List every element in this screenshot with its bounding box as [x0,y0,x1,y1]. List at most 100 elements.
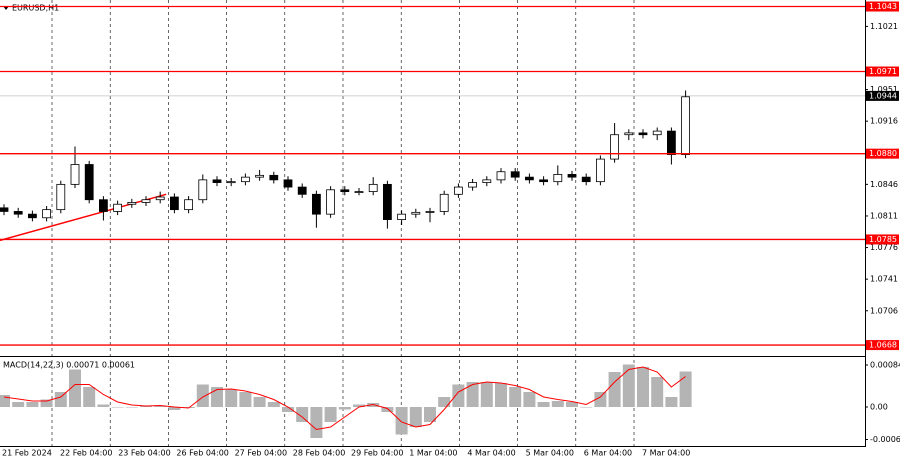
chart-title: EURUSD,H1 [12,4,59,13]
macd-bar [509,387,522,407]
macd-bar [296,407,309,422]
macd-bar [83,387,96,407]
y-tick-label: 1.0776 [870,243,898,252]
macd-bar [324,407,337,422]
x-tick-label: 6 Mar 04:00 [584,449,632,458]
candle-body [439,193,449,212]
macd-bar [637,367,649,407]
macd-bar [54,392,67,407]
candle-body [667,130,676,155]
macd-bar [537,402,550,407]
candle-body [340,189,350,192]
candle-body [99,199,108,212]
candle-body [496,171,506,181]
macd-bar [211,387,223,407]
candle-body [425,211,435,213]
candle-body [368,183,378,192]
level-label: 1.1043 [869,2,897,11]
macd-bar [26,402,39,407]
macd-bar [424,407,436,422]
candle-body [169,196,179,211]
candle-body [0,207,9,212]
y-tick-label: 1.0706 [870,306,898,315]
macd-bar [125,407,138,408]
current-price-label: 1.0944 [869,91,897,100]
y-tick-label: 1.0916 [870,117,898,126]
y-tick-label: 1.0846 [870,180,898,189]
candle-body [212,179,222,183]
candle-body [240,176,250,183]
macd-bar [225,389,238,407]
candle-body [638,132,648,136]
macd-bar [353,404,365,407]
macd-bar [452,384,465,407]
y-tick-label: 1.0811 [870,211,898,220]
candle-body [596,158,605,183]
candle-body [113,203,122,212]
trendline [0,193,167,242]
level-label: 1.0785 [869,235,897,244]
x-tick-label: 27 Feb 04:00 [235,449,287,458]
candle-body [681,96,690,155]
x-tick-label: 4 Mar 04:00 [467,449,515,458]
candle-body [127,202,137,205]
candle-body [297,186,307,195]
candle-body [27,213,37,219]
macd-label: MACD(14,22,3) 0.00071 0.00061 [3,361,135,370]
candle-body [184,199,194,211]
candle-body [311,193,321,215]
y-tick-label: 1.0951 [870,85,898,94]
macd-tick-label: -0.00065 [870,435,900,444]
macd-bar [466,382,479,407]
x-tick-label: 22 Feb 04:00 [60,449,112,458]
current-price-box [866,90,899,101]
candle-body [397,213,407,220]
macd-tick-label: 0.00 [870,403,888,412]
candle-body [624,132,634,136]
macd-bar [438,397,451,407]
level-label-box [866,1,899,12]
macd-bar [608,372,621,407]
x-tick-label: 7 Mar 04:00 [642,449,690,458]
candle-body [70,164,80,185]
candle-body [567,174,577,178]
macd-bar [580,407,593,408]
macd-bar [566,402,578,407]
candle-body [453,186,463,195]
macd-bar [69,369,81,407]
x-tick-label: 29 Feb 04:00 [351,449,403,458]
candle-body [13,211,23,215]
macd-bar [97,404,110,407]
x-tick-label: 21 Feb 2024 [2,449,52,458]
macd-bar [0,395,10,407]
candle-body [198,179,208,201]
macd-bar [111,407,124,408]
x-tick-label: 1 Mar 04:00 [409,449,457,458]
candle-body [539,179,548,183]
macd-bar [154,405,167,407]
candle-body [283,179,293,188]
y-tick-label: 1.1021 [870,22,898,31]
candle-body [269,174,279,181]
level-label-box [866,340,899,351]
macd-bar [40,399,53,407]
candle-body [226,181,236,184]
level-label: 1.0668 [869,341,897,350]
candle-body [255,174,265,178]
candle-body [382,183,392,220]
macd-bar [267,402,280,407]
macd-bar [395,407,408,435]
candle-body [468,182,478,188]
macd-bar [338,407,351,410]
candle-body [411,211,421,215]
macd-bar [310,407,323,438]
candle-body [610,134,619,160]
candle-body [581,176,591,183]
macd-bar [551,401,564,407]
x-tick-label: 28 Feb 04:00 [293,449,345,458]
candle-body [510,171,520,178]
y-tick-label: 1.0741 [870,275,898,284]
macd-bar [282,407,294,412]
candle-body [354,191,364,193]
